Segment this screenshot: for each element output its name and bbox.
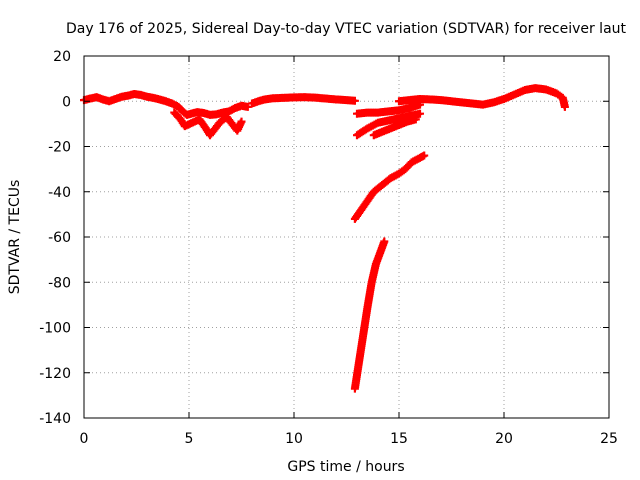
x-tick-label: 0 <box>80 431 89 447</box>
x-tick-label: 20 <box>495 431 513 447</box>
data-point <box>420 151 429 160</box>
y-tick-label: -120 <box>39 366 71 382</box>
y-tick-label: 20 <box>53 49 71 65</box>
data-point <box>411 115 420 124</box>
y-tick-label: -60 <box>48 230 71 246</box>
y-axis-title: SDTVAR / TECUs <box>7 180 23 295</box>
x-tick-label: 5 <box>185 431 194 447</box>
y-tick-label: -40 <box>48 185 71 201</box>
y-tick-label: -140 <box>39 411 71 427</box>
data-point <box>380 237 389 246</box>
data-point <box>243 102 252 111</box>
axes: 0 5 10 15 20 25 -140 -120 -100 -80 -60 -40 -20 0 20 <box>39 49 618 447</box>
data-point <box>350 96 359 105</box>
chart-title: Day 176 of 2025, Sidereal Day-to-day VTE… <box>66 21 627 37</box>
data-point <box>237 117 246 126</box>
y-tick-label: -100 <box>39 321 71 337</box>
data-point <box>560 102 569 111</box>
data-points <box>80 84 569 393</box>
y-tick-label: -20 <box>48 140 71 156</box>
x-tick-label: 10 <box>285 431 303 447</box>
x-tick-label: 25 <box>600 431 618 447</box>
data-point <box>416 109 424 118</box>
x-axis-title: GPS time / hours <box>287 459 404 475</box>
x-tick-label: 15 <box>390 431 408 447</box>
y-tick-label: 0 <box>62 94 71 110</box>
y-tick-label: -80 <box>48 275 71 291</box>
